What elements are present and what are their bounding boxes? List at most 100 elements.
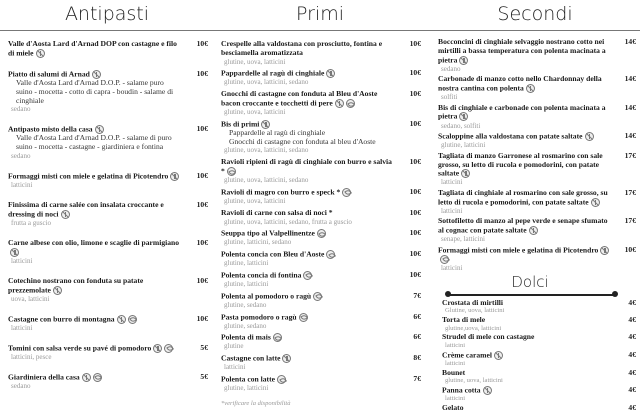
item-name: Pasta pomodoro o ragù — [221, 311, 297, 321]
item-name: Panna cotta — [442, 385, 481, 395]
menu-item: Castagne con latte latticini 8€ — [221, 353, 421, 371]
leaf-icon — [298, 312, 308, 322]
header-divider — [0, 30, 640, 31]
gluten-free-crossed-wheat-icon — [525, 84, 535, 94]
leaf-icon — [345, 99, 355, 108]
item-text: Gnocchi di castagne con fonduta al Bleu … — [221, 89, 395, 116]
menu-item: Pasta pomodoro o ragù glutine, sedano 6€ — [221, 311, 421, 330]
menu-item: Carbonade di manzo cotto nello Chardonna… — [438, 74, 636, 102]
item-price: 10€ — [409, 118, 421, 128]
item-price: 4€ — [628, 349, 636, 359]
gluten-free-crossed-wheat-icon — [261, 119, 271, 129]
item-description: Valle d'Aosta Lard d'Arnad D.O.P. - sala… — [16, 77, 174, 105]
gluten-free-crossed-wheat-icon — [482, 385, 492, 395]
menu-item: Sottofiletto di manzo al pepe verde e se… — [438, 216, 636, 244]
menu-item: Polenta concia di fontina glutine, lattic… — [221, 270, 421, 288]
leaf-icon — [226, 167, 236, 177]
item-price: 10€ — [196, 171, 208, 181]
item-allergens: glutine, uova, latticini, sedano — [224, 146, 309, 155]
item-price: 10€ — [196, 39, 208, 48]
gluten-free-crossed-wheat-icon — [459, 112, 469, 122]
item-text: Valle d'Aosta Lard d'Arnad DOP con casta… — [8, 39, 182, 58]
item-allergens: glutine, latticini — [224, 259, 269, 268]
item-name: Valle d'Aosta Lard d'Arnad DOP con casta… — [8, 39, 177, 58]
item-price: 7€ — [413, 374, 421, 384]
item-allergens: solfiti — [441, 93, 458, 102]
item-name: Antipasto misto della casa — [8, 124, 93, 134]
gluten-free-crossed-wheat-icon — [94, 125, 104, 135]
item-text: Bis di cinghiale e carbonade con polenta… — [438, 103, 610, 130]
gluten-free-crossed-wheat-icon — [590, 197, 600, 207]
menu-item: Bocconcini di cinghiale selvaggio nostra… — [438, 37, 636, 73]
item-allergens: latticini — [441, 206, 463, 215]
leaf-icon — [303, 270, 313, 280]
item-text: Ravioli di carne con salsa di noci * glut… — [221, 208, 395, 226]
item-price: 4€ — [628, 332, 636, 342]
menu-item: Formaggi misti con miele e gelatina di P… — [8, 171, 208, 190]
item-text: Cotechino nostrano con fonduta su patate… — [8, 276, 182, 303]
item-price: 17€ — [624, 216, 636, 226]
secondi-heading: Secondi — [497, 3, 573, 25]
item-description: Pappardelle al ragù di cinghiale — [229, 127, 326, 137]
item-name: Bocconcini di cinghiale selvaggio nostra… — [438, 37, 606, 64]
item-allergens: sedano — [441, 64, 461, 73]
menu-item: Ravioli di magro con burro e speck * glut… — [221, 186, 421, 205]
menu-item: Crème caramel latticini 4€ — [442, 349, 636, 367]
item-allergens: latticini — [11, 181, 33, 190]
menu-item: Bis di primi Pappardelle al ragù di cingh… — [221, 118, 421, 155]
item-text: Polenta di mais glutine — [221, 333, 395, 350]
item-name: Tagliata di cinghiale al rosmarino con s… — [438, 187, 608, 207]
item-text: Polenta concia con Bleu d'Aoste glutine, … — [221, 249, 395, 268]
leaf-icon — [127, 314, 137, 324]
gluten-free-crossed-wheat-icon — [600, 245, 610, 255]
item-price: 14€ — [624, 131, 636, 141]
item-price: 10€ — [409, 186, 421, 196]
leaf-icon — [342, 187, 352, 197]
antipasti-section: Valle d'Aosta Lard d'Arnad DOP con casta… — [8, 39, 208, 390]
item-text: Tagliata di cinghiale al rosmarino con s… — [438, 187, 610, 215]
gluten-free-crossed-wheat-icon — [81, 372, 91, 382]
item-text: Tagliata di manzo Garronese al rosmarino… — [438, 151, 610, 187]
gluten-free-crossed-wheat-icon — [170, 172, 180, 182]
divider-dot — [445, 291, 451, 297]
item-price: 5€ — [200, 371, 208, 381]
item-allergens: latticini — [11, 323, 33, 332]
item-price: 7€ — [413, 290, 421, 300]
item-name: Castagne con latte — [221, 353, 281, 363]
item-price: 10€ — [196, 237, 208, 247]
item-text: Carbonade di manzo cotto nello Chardonna… — [438, 74, 610, 102]
gluten-free-crossed-wheat-icon — [60, 209, 70, 219]
item-text: Pasta pomodoro o ragù glutine, sedano — [221, 311, 395, 330]
menu-item: Gnocchi di castagne con fonduta al Bleu … — [221, 89, 421, 116]
leaf-icon — [164, 343, 174, 353]
leaf-icon — [440, 254, 449, 264]
item-allergens: glutine, sedano — [224, 321, 267, 330]
primi-section: Crespelle alla valdostana con prosciutto… — [221, 39, 421, 408]
dolci-divider — [447, 294, 615, 296]
dolci-heading: Dolci — [511, 273, 549, 291]
menu-item: Bounet glutine, uova, latticini 4€ — [442, 368, 636, 385]
item-text: Strudel di mele con castagne latticini — [442, 333, 610, 349]
menu-item: Tagliata di cinghiale al rosmarino con s… — [438, 187, 636, 215]
item-text: Antipasto misto della casa Valle d'Aosta … — [8, 125, 182, 160]
gluten-free-crossed-wheat-icon — [459, 55, 469, 65]
menu-item: Tomini con salsa verde su pavé di pomodo… — [8, 343, 208, 361]
item-name: Gelato — [442, 402, 464, 412]
menu-item: Carne albese con olio, limone e scaglie … — [8, 237, 208, 265]
item-allergens: latticini — [445, 341, 466, 349]
item-text: Sottofiletto di manzo al pepe verde e se… — [438, 216, 610, 244]
item-name: Ravioli ripieni di ragù di cinghiale con… — [221, 157, 392, 176]
item-price: 10€ — [409, 39, 421, 48]
item-allergens: glutine, latticini — [441, 141, 486, 150]
item-text: Crespelle alla valdostana con prosciutto… — [221, 39, 395, 65]
menu-item: Formaggi misti con miele e gelatina di P… — [438, 245, 636, 272]
item-name: Ravioli di magro con burro e speck * — [221, 187, 341, 197]
menu-item: Scaloppine alla valdostana con patate sa… — [438, 131, 636, 150]
item-name: Polenta concia con Bleu d'Aoste — [221, 249, 325, 259]
item-name: Tomini con salsa verde su pavé di pomodo… — [8, 343, 152, 353]
item-text: Bis di primi Pappardelle al ragù di cingh… — [221, 119, 395, 155]
item-price: 14€ — [624, 37, 636, 46]
menu-item: Polenta concia con Bleu d'Aoste glutine, … — [221, 249, 421, 268]
item-name: Sottofiletto di manzo al pepe verde e se… — [438, 216, 608, 235]
item-price: 10€ — [196, 275, 208, 285]
